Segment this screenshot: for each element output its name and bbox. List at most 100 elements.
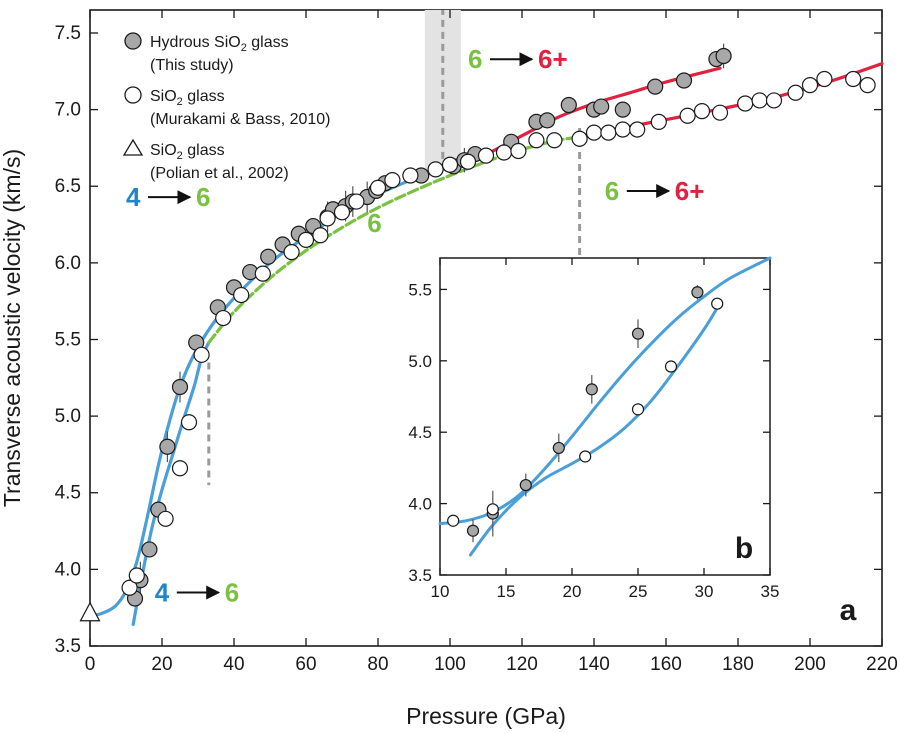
inset-x-tick-label: 25 xyxy=(629,582,648,601)
inset-point-sio2-murakami xyxy=(579,450,592,463)
point-hydrous xyxy=(675,72,693,89)
point-sio2-murakami xyxy=(157,510,174,527)
y-tick-label: 6.0 xyxy=(55,253,81,274)
legend-entry-murakami: SiO2 glass (Murakami & Bass, 2010) xyxy=(124,86,331,128)
x-axis-ticks: 0 20 40 60 80 100 120 140 160 180 200 220 xyxy=(85,10,898,675)
point-sio2-murakami xyxy=(128,567,145,584)
point-hydrous xyxy=(560,96,577,114)
coordination-label-from: 6 xyxy=(605,176,619,206)
coordination-label-from: 4 xyxy=(155,578,170,608)
legend-marker-open-triangle xyxy=(122,138,144,156)
inset-point-hydrous xyxy=(631,327,645,340)
inset-y-tick-label: 3.5 xyxy=(408,566,432,585)
coordination-label-to: 6+ xyxy=(675,176,705,206)
inset-x-tick-label: 15 xyxy=(497,582,516,601)
y-axis-ticks: 3.5 4.0 4.5 5.0 5.5 6.0 6.5 7.0 7.5 xyxy=(55,23,882,657)
point-sio2-murakami xyxy=(510,142,527,160)
point-hydrous xyxy=(171,378,189,396)
point-sio2-murakami xyxy=(384,172,401,189)
coordination-label-to: 6 xyxy=(225,578,239,608)
x-tick-label: 180 xyxy=(722,654,754,675)
legend-note-murakami: (Murakami & Bass, 2010) xyxy=(150,111,331,128)
point-sio2-murakami xyxy=(693,103,711,120)
point-sio2-murakami xyxy=(711,104,729,121)
coordination-label-to: 6 xyxy=(196,182,210,212)
point-hydrous xyxy=(539,112,556,129)
point-sio2-murakami xyxy=(333,204,351,221)
x-tick-label: 60 xyxy=(295,654,316,675)
point-sio2-murakami xyxy=(193,346,210,363)
y-tick-label: 7.0 xyxy=(55,100,81,121)
x-tick-label: 160 xyxy=(650,654,682,675)
point-sio2-murakami xyxy=(751,92,768,109)
coordination-label-from: 4 xyxy=(126,182,141,212)
inset-y-tick-label: 5.5 xyxy=(408,280,432,299)
x-tick-label: 20 xyxy=(151,654,172,675)
point-sio2-murakami xyxy=(816,70,833,88)
point-sio2-murakami xyxy=(546,132,563,149)
x-tick-label: 220 xyxy=(866,654,898,675)
inset-point-hydrous xyxy=(552,441,565,455)
point-sio2-murakami xyxy=(600,124,617,141)
inset-plot-panel-b: 10 15 20 25 30 35 3.5 4.0 4.5 5.0 5.5 b xyxy=(408,256,780,601)
x-axis-title: Pressure (GPa) xyxy=(406,703,566,729)
x-tick-label: 200 xyxy=(794,654,826,675)
point-sio2-polian xyxy=(79,601,101,622)
legend-note-this-study: (This study) xyxy=(150,57,234,74)
inset-fit-line-blue xyxy=(468,306,719,557)
x-tick-label: 80 xyxy=(367,654,388,675)
point-hydrous xyxy=(260,248,277,265)
inset-point-sio2-murakami xyxy=(664,360,678,373)
point-sio2-murakami xyxy=(254,265,271,282)
point-sio2-murakami xyxy=(283,244,300,261)
x-tick-label: 100 xyxy=(434,654,466,675)
inset-x-tick-label: 20 xyxy=(563,582,582,601)
legend-label-sio2-polian: SiO2 glass xyxy=(150,142,225,162)
point-sio2-murakami xyxy=(845,70,862,88)
point-sio2-murakami xyxy=(528,132,545,149)
point-sio2-murakami xyxy=(765,92,783,109)
point-hydrous xyxy=(141,541,158,558)
point-sio2-murakami xyxy=(459,153,477,170)
legend-marker-filled-circle xyxy=(124,32,142,50)
y-tick-label: 5.0 xyxy=(55,406,81,427)
inset-point-sio2-murakami xyxy=(447,514,460,527)
point-sio2-murakami xyxy=(614,121,631,138)
point-sio2-murakami xyxy=(801,76,819,94)
legend-note-polian: (Polian et al., 2002) xyxy=(150,165,289,182)
legend-label-hydrous: Hydrous SiO2 glass xyxy=(150,34,289,54)
point-sio2-murakami xyxy=(859,76,876,94)
y-tick-label: 4.5 xyxy=(55,483,81,504)
point-hydrous xyxy=(647,78,664,95)
inset-point-sio2-murakami xyxy=(486,503,499,516)
inset-x-tick-label: 35 xyxy=(761,582,780,601)
coordination-labels: 4 6 4 6 6 6+ 6 6+ 6 xyxy=(126,44,704,607)
inset-point-hydrous xyxy=(585,383,598,396)
coordination-number-label: 6 xyxy=(367,208,381,238)
point-hydrous xyxy=(159,438,176,455)
inset-point-hydrous xyxy=(466,524,480,537)
point-sio2-murakami xyxy=(477,147,495,164)
legend-entry-polian: SiO2 glass (Polian et al., 2002) xyxy=(122,138,289,182)
legend-marker-open-circle xyxy=(124,86,142,104)
fit-line-blue xyxy=(131,341,211,627)
coordination-label-from: 6 xyxy=(468,44,482,74)
y-tick-label: 3.5 xyxy=(55,636,81,657)
y-axis-title: Transverse acoustic velocity (km/s) xyxy=(0,149,25,507)
point-sio2-murakami xyxy=(319,210,336,227)
point-sio2-murakami xyxy=(215,309,232,327)
point-sio2-murakami xyxy=(495,144,513,161)
point-sio2-murakami xyxy=(585,124,603,141)
inset-y-tick-label: 4.5 xyxy=(408,423,432,442)
x-tick-label: 120 xyxy=(506,654,538,675)
legend-label-sio2-murakami: SiO2 glass xyxy=(150,88,225,108)
coordination-label-to: 6+ xyxy=(538,44,568,74)
point-sio2-murakami xyxy=(679,107,696,124)
inset-x-axis-ticks: 10 15 20 25 30 35 xyxy=(431,258,780,601)
point-sio2-murakami xyxy=(348,193,365,210)
point-sio2-murakami xyxy=(571,130,588,147)
point-sio2-murakami xyxy=(297,231,315,248)
inset-x-tick-label: 10 xyxy=(431,582,450,601)
x-tick-label: 0 xyxy=(85,654,96,675)
point-hydrous xyxy=(715,47,732,65)
